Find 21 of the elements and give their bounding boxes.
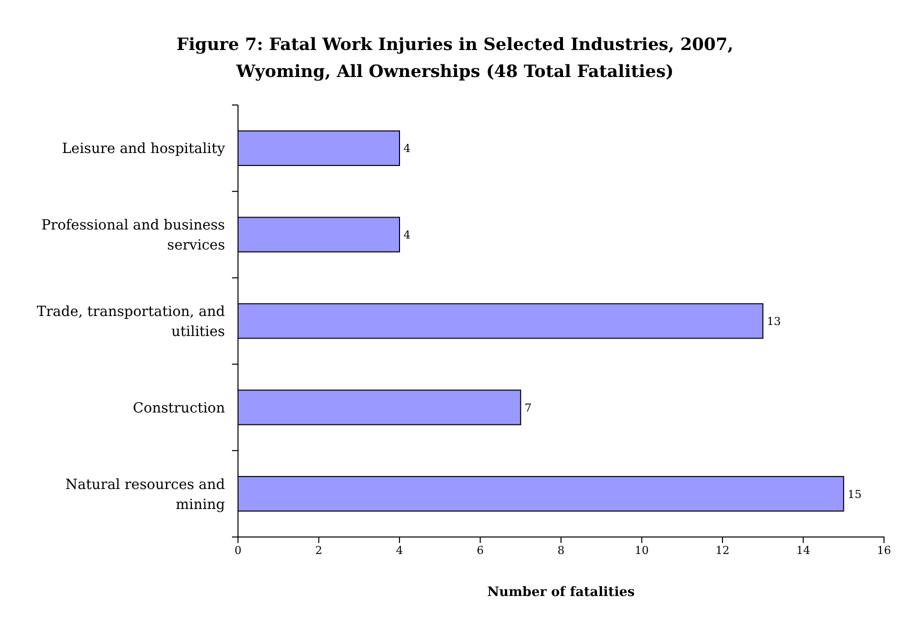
y-tick-label: Trade, transportation, and utilities [36,304,226,340]
chart-title: Figure 7: Fatal Work Injuries in Selected Industries, 2007, Wyoming, All Ownerships (48 Total Fatalities) [176,35,734,82]
data-label: 4 [404,228,410,242]
x-tick-label: 4 [396,544,403,557]
y-tick-label: Professional and business services [41,218,225,254]
data-label: 4 [404,142,410,156]
data-label: 7 [524,401,532,414]
x-tick-label: 14 [796,544,810,557]
y-tick-label: Natural resources and mining [65,476,226,513]
x-tick-label: 6 [476,544,484,557]
x-tick-label: 12 [716,544,730,557]
x-tick-label: 0 [234,544,242,557]
data-label: 15 [848,488,862,501]
y-tick-label: Leisure and hospitality [62,141,226,158]
x-tick-label: 16 [877,544,891,557]
x-tick-label: 2 [315,544,322,557]
x-axis-title: Number of fatalities [487,585,635,600]
x-tick-label: 10 [634,544,649,557]
x-tick-label: 8 [558,544,564,557]
y-tick-label: Construction [132,400,225,416]
data-label: 13 [766,315,781,328]
